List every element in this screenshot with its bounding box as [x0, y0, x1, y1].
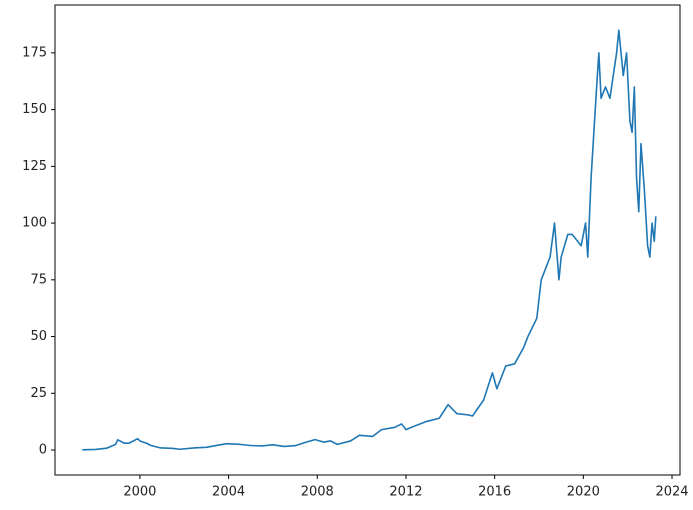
x-tick-label: 2016 — [478, 485, 511, 500]
x-tick-label: 2020 — [567, 485, 600, 500]
y-tick-label: 125 — [22, 159, 47, 174]
x-tick-label: 2012 — [389, 485, 422, 500]
price-line — [82, 29, 657, 451]
x-tick-label: 2024 — [655, 485, 688, 500]
y-tick-label: 50 — [30, 329, 47, 344]
y-tick-label: 75 — [30, 272, 47, 287]
x-tick-label: 2004 — [212, 485, 245, 500]
axes-frame — [54, 4, 681, 476]
y-tick-label: 150 — [22, 102, 47, 117]
y-tick-label: 0 — [39, 443, 47, 458]
y-tick-label: 175 — [22, 45, 47, 60]
y-tick-label: 25 — [30, 386, 47, 401]
y-tick-label: 100 — [22, 216, 47, 231]
x-tick-label: 2000 — [123, 485, 156, 500]
x-tick-label: 2008 — [301, 485, 334, 500]
